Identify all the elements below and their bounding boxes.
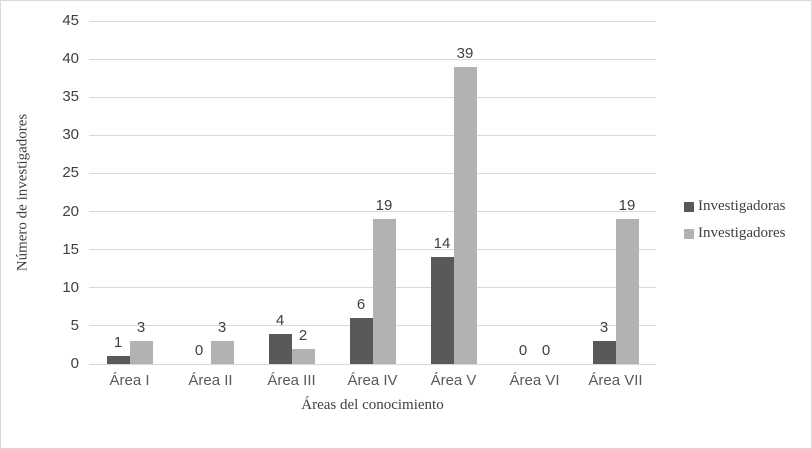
y-tick-label-35: 35 bbox=[62, 88, 79, 106]
data-label: 2 bbox=[298, 326, 308, 344]
y-tick-label-30: 30 bbox=[62, 126, 79, 144]
data-label: 3 bbox=[599, 319, 609, 337]
gridline-y-30 bbox=[89, 134, 656, 136]
y-tick-label-40: 40 bbox=[62, 50, 79, 68]
gridline-y-25 bbox=[89, 172, 656, 174]
bar-investigadoras-5 bbox=[430, 257, 454, 364]
bar-group-5: 14 39 bbox=[413, 21, 494, 364]
bar-group-7: 3 19 bbox=[575, 21, 656, 364]
category-label-2: Área II bbox=[188, 372, 233, 389]
category-label-6: Área VI bbox=[509, 372, 560, 389]
data-label: 0 bbox=[194, 342, 204, 359]
y-tick-label-25: 25 bbox=[62, 164, 79, 182]
bar-investigadores-7 bbox=[615, 219, 639, 364]
bar-wrap: 4 bbox=[268, 21, 292, 364]
bar-wrap: 6 bbox=[349, 21, 373, 364]
legend-item-investigadoras: Investigadoras bbox=[684, 198, 785, 215]
y-axis-title: Número de investigadores bbox=[14, 113, 31, 272]
gridline-y-45 bbox=[89, 20, 656, 22]
category-label-3: Área III bbox=[267, 372, 316, 389]
bar-wrap: 0 bbox=[512, 21, 535, 364]
bar-wrap: 19 bbox=[615, 21, 639, 364]
y-tick-label-15: 15 bbox=[62, 240, 79, 258]
bar-wrap: 3 bbox=[210, 21, 234, 364]
y-tick-label-10: 10 bbox=[62, 278, 79, 296]
bar-investigadores-1 bbox=[129, 341, 153, 364]
y-tick-label-5: 5 bbox=[70, 316, 79, 334]
gridline-y-35 bbox=[89, 96, 656, 98]
bar-wrap: 0 bbox=[535, 21, 558, 364]
data-label: 0 bbox=[541, 342, 551, 359]
data-label: 4 bbox=[275, 311, 285, 329]
data-label: 3 bbox=[136, 319, 146, 337]
gridline-y-40 bbox=[89, 58, 656, 60]
x-axis-title: Áreas del conocimiento bbox=[301, 397, 444, 413]
legend-label: Investigadores bbox=[698, 225, 786, 241]
category-label-1: Área I bbox=[109, 372, 150, 389]
bar-wrap: 0 bbox=[188, 21, 211, 364]
legend-swatch-icon bbox=[684, 201, 694, 212]
bar-group-4: 6 19 bbox=[332, 21, 413, 364]
bar-investigadores-4 bbox=[372, 219, 396, 364]
plot-area: 1 3 0 3 4 2 6 19 14 39 0 0 3 19 bbox=[89, 20, 656, 365]
data-label: 19 bbox=[375, 197, 393, 215]
bar-investigadores-2 bbox=[210, 341, 234, 364]
bar-wrap: 19 bbox=[372, 21, 396, 364]
data-label: 19 bbox=[618, 197, 636, 215]
legend-item-investigadores: Investigadores bbox=[684, 225, 785, 242]
bar-investigadoras-3 bbox=[268, 333, 292, 364]
bar-wrap: 39 bbox=[453, 21, 477, 364]
legend-swatch-icon bbox=[684, 228, 694, 239]
bar-investigadoras-7 bbox=[592, 341, 616, 364]
data-label: 39 bbox=[456, 44, 474, 62]
bar-wrap: 3 bbox=[129, 21, 153, 364]
gridline-y-20 bbox=[89, 211, 656, 213]
bar-investigadores-3 bbox=[291, 348, 315, 364]
category-label-5: Área V bbox=[430, 372, 477, 389]
category-label-7: Área VII bbox=[588, 372, 643, 389]
data-label: 0 bbox=[518, 342, 528, 359]
data-label: 14 bbox=[433, 235, 451, 253]
bar-wrap: 1 bbox=[106, 21, 130, 364]
category-label-4: Área IV bbox=[347, 372, 398, 389]
bar-investigadores-5 bbox=[453, 66, 477, 364]
legend: Investigadoras Investigadores bbox=[684, 198, 785, 242]
bar-wrap: 2 bbox=[291, 21, 315, 364]
y-tick-label-20: 20 bbox=[62, 202, 79, 220]
data-label: 3 bbox=[217, 319, 227, 337]
y-tick-label-45: 45 bbox=[62, 12, 79, 29]
bar-investigadoras-1 bbox=[106, 356, 130, 364]
bar-investigadoras-4 bbox=[349, 318, 373, 364]
y-tick-label-0: 0 bbox=[70, 355, 79, 372]
gridline-y-0 bbox=[89, 363, 656, 365]
legend-label: Investigadoras bbox=[698, 198, 786, 214]
data-label: 1 bbox=[113, 334, 123, 352]
data-label: 6 bbox=[356, 296, 366, 314]
bar-wrap: 3 bbox=[592, 21, 616, 364]
bar-wrap: 14 bbox=[430, 21, 454, 364]
